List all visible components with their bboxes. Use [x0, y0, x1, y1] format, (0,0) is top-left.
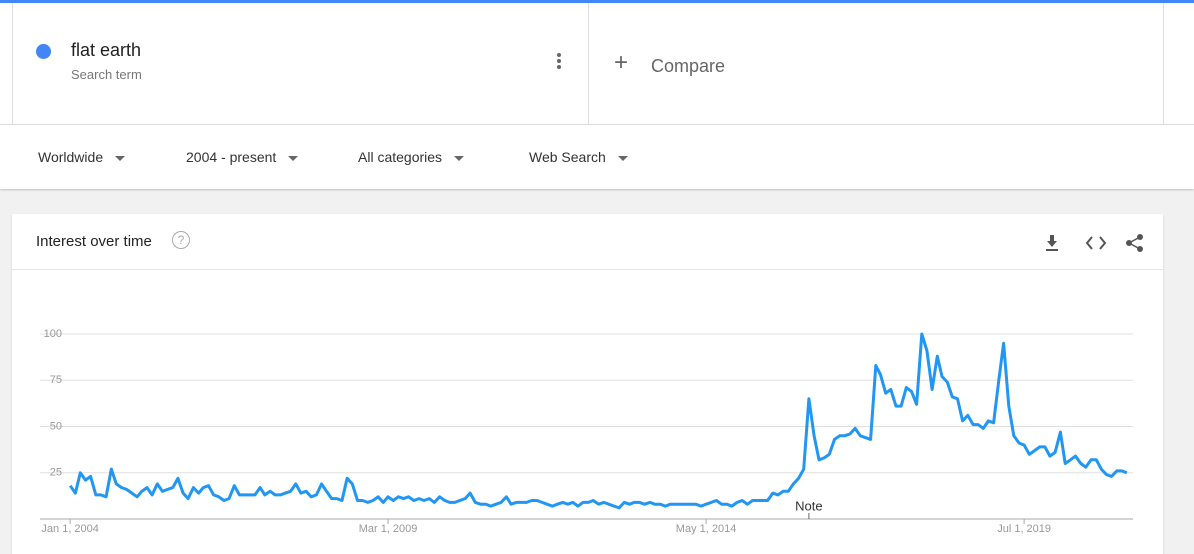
card-title: Interest over time	[36, 233, 152, 250]
plus-icon[interactable]: +	[614, 49, 629, 76]
x-tick-label: May 1, 2014	[676, 523, 737, 535]
chart-card: Interest over time ?	[12, 214, 1163, 554]
download-icon[interactable]	[1046, 235, 1058, 251]
x-tick-label: Jan 1, 2004	[41, 523, 99, 535]
x-tick-label: Mar 1, 2009	[359, 523, 418, 535]
share-icon[interactable]	[1126, 234, 1143, 252]
term: flat earth	[71, 40, 142, 60]
y-tick-label: 100	[44, 328, 62, 340]
filter[interactable]: All categories	[358, 149, 464, 165]
trend-line	[68, 332, 1128, 510]
header: flat earth Search term + Compare	[0, 0, 1194, 124]
more-menu[interactable]	[557, 53, 561, 69]
filter[interactable]: 2004 - present	[186, 149, 298, 165]
embed-icon[interactable]	[1085, 236, 1107, 250]
help-icon[interactable]: ?	[172, 231, 190, 249]
term-box[interactable]	[12, 3, 589, 124]
divider	[12, 269, 1163, 270]
filter-bar: Worldwide 2004 - present All categories …	[0, 124, 1194, 189]
series-dot	[36, 44, 51, 59]
term-caption: Search term	[71, 67, 142, 82]
y-tick-label: 25	[50, 467, 62, 479]
note: Note	[795, 498, 822, 513]
compare[interactable]: Compare	[651, 56, 726, 76]
divider	[1163, 3, 1164, 124]
y-tick-label: 75	[50, 374, 62, 386]
x-tick-label: Jul 1, 2019	[997, 523, 1051, 535]
filter[interactable]: Web Search	[529, 149, 628, 165]
y-tick-label: 50	[50, 420, 62, 432]
card-actions	[1046, 234, 1143, 252]
filter[interactable]: Worldwide	[38, 149, 125, 165]
